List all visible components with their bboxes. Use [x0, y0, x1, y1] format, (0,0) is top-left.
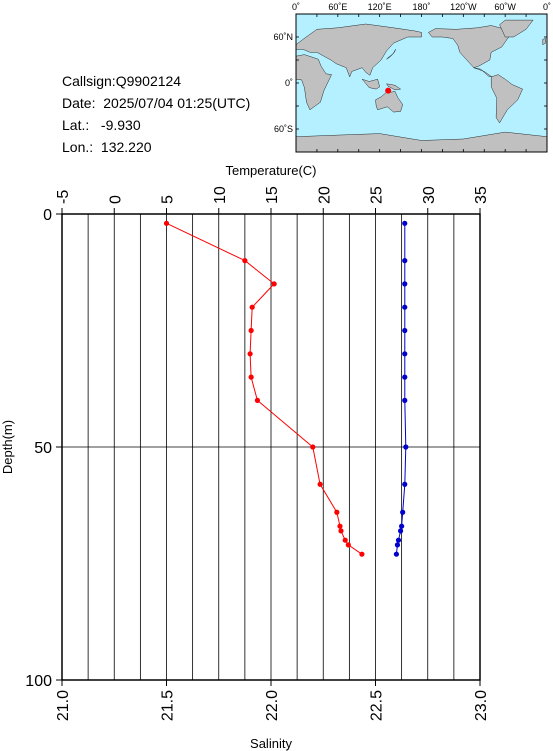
- map-lon-label: 0˚: [292, 2, 300, 12]
- latitude-text: Lat.: -9.930: [62, 117, 141, 133]
- date-text: Date: 2025/07/04 01:25(UTC): [62, 95, 251, 111]
- top-tick-label: 25: [369, 186, 386, 204]
- land-polygon: [542, 38, 546, 46]
- map-ticks: [295, 13, 548, 153]
- top-tick-label: 15: [264, 186, 281, 204]
- salinity-profile-line: [395, 223, 407, 555]
- top-tick-label: 10: [212, 186, 229, 204]
- temperature-data-point: [248, 374, 254, 380]
- salinity-data-point: [402, 220, 408, 226]
- map-lat-label: 60˚N: [273, 32, 293, 42]
- land-polygon: [386, 49, 396, 60]
- salinity-data-point: [402, 281, 408, 287]
- callsign-text: Callsign:Q9902124: [62, 73, 182, 89]
- salinity-data-point: [400, 509, 406, 515]
- salinity-data-point: [402, 351, 408, 357]
- salinity-data-point: [399, 523, 405, 529]
- temperature-data-point: [338, 528, 344, 534]
- temperature-profile-line: [166, 222, 363, 555]
- land-polygon: [295, 23, 422, 78]
- top-tick-label: -5: [55, 190, 72, 204]
- map-lon-label: 120˚W: [450, 2, 477, 12]
- temperature-data-point: [334, 509, 340, 515]
- temperature-data-point: [310, 444, 316, 450]
- salinity-data-point: [394, 542, 401, 548]
- map-lon-label: 120˚E: [368, 2, 392, 12]
- left-tick-label: 100: [25, 673, 52, 690]
- bottom-tick-label: 21.0: [55, 690, 72, 721]
- land-polygon: [491, 74, 523, 124]
- grid-lines: [62, 214, 480, 680]
- land-polygon: [473, 67, 493, 78]
- map-lon-label: 180˚: [412, 2, 430, 12]
- salinity-data-point: [402, 374, 408, 380]
- temperature-data-point: [337, 523, 343, 529]
- temperature-data-point: [254, 397, 261, 403]
- bottom-tick-label: 21.5: [160, 690, 177, 721]
- series-layer: [163, 220, 409, 557]
- temperature-data-point: [271, 281, 277, 287]
- temperature-data-point: [317, 481, 323, 487]
- salinity-data-point: [402, 258, 408, 264]
- map-lon-label: 60˚E: [328, 2, 347, 12]
- land-polygon: [428, 25, 509, 68]
- land-polygon: [386, 83, 402, 91]
- salinity-data-point: [395, 537, 402, 543]
- temperature-data-point: [249, 304, 255, 310]
- temperature-data-point: [163, 220, 170, 226]
- salinity-data-point: [403, 444, 409, 450]
- salinity-data-point: [402, 327, 408, 334]
- map-lon-label: 60˚W: [494, 2, 516, 12]
- profile-location-marker: [385, 87, 392, 94]
- top-tick-label: 5: [160, 195, 177, 204]
- station-info: Callsign:Q9902124 Date: 2025/07/04 01:25…: [62, 70, 250, 158]
- salinity-data-point: [402, 481, 408, 487]
- x-bottom-axis-title: Salinity: [250, 736, 292, 751]
- left-tick-label: 50: [34, 440, 52, 457]
- land-polygon: [361, 78, 380, 90]
- temperature-data-point: [247, 351, 253, 357]
- bottom-tick-label: 22.5: [369, 690, 386, 721]
- land-polygon: [499, 19, 534, 38]
- land-polygon: [295, 54, 332, 111]
- temperature-data-point: [248, 327, 254, 334]
- axis-ticks: [56, 208, 481, 686]
- left-tick-label: 0: [43, 207, 52, 224]
- salinity-data-point: [393, 551, 399, 557]
- map-lon-label: 0˚: [543, 2, 551, 12]
- bottom-tick-label: 23.0: [473, 690, 490, 721]
- x-top-axis-title: Temperature(C): [225, 163, 316, 178]
- top-tick-label: 20: [316, 186, 333, 204]
- salinity-data-point: [402, 304, 408, 310]
- map-lat-label: 60˚S: [274, 124, 293, 134]
- y-axis-title: Depth(m): [0, 420, 15, 474]
- temperature-data-point: [359, 551, 365, 557]
- top-tick-label: 0: [107, 195, 124, 204]
- temperature-data-point: [342, 537, 348, 543]
- salinity-data-point: [397, 528, 404, 534]
- salinity-data-point: [402, 397, 408, 403]
- map-land: [295, 19, 548, 153]
- top-tick-label: 30: [421, 186, 438, 204]
- temperature-data-point: [345, 542, 351, 548]
- bottom-tick-label: 22.0: [264, 690, 281, 721]
- temperature-data-point: [242, 258, 248, 264]
- top-tick-label: 35: [473, 186, 490, 204]
- longitude-text: Lon.: 132.220: [62, 139, 152, 155]
- map-lat-label: 0˚: [285, 78, 293, 88]
